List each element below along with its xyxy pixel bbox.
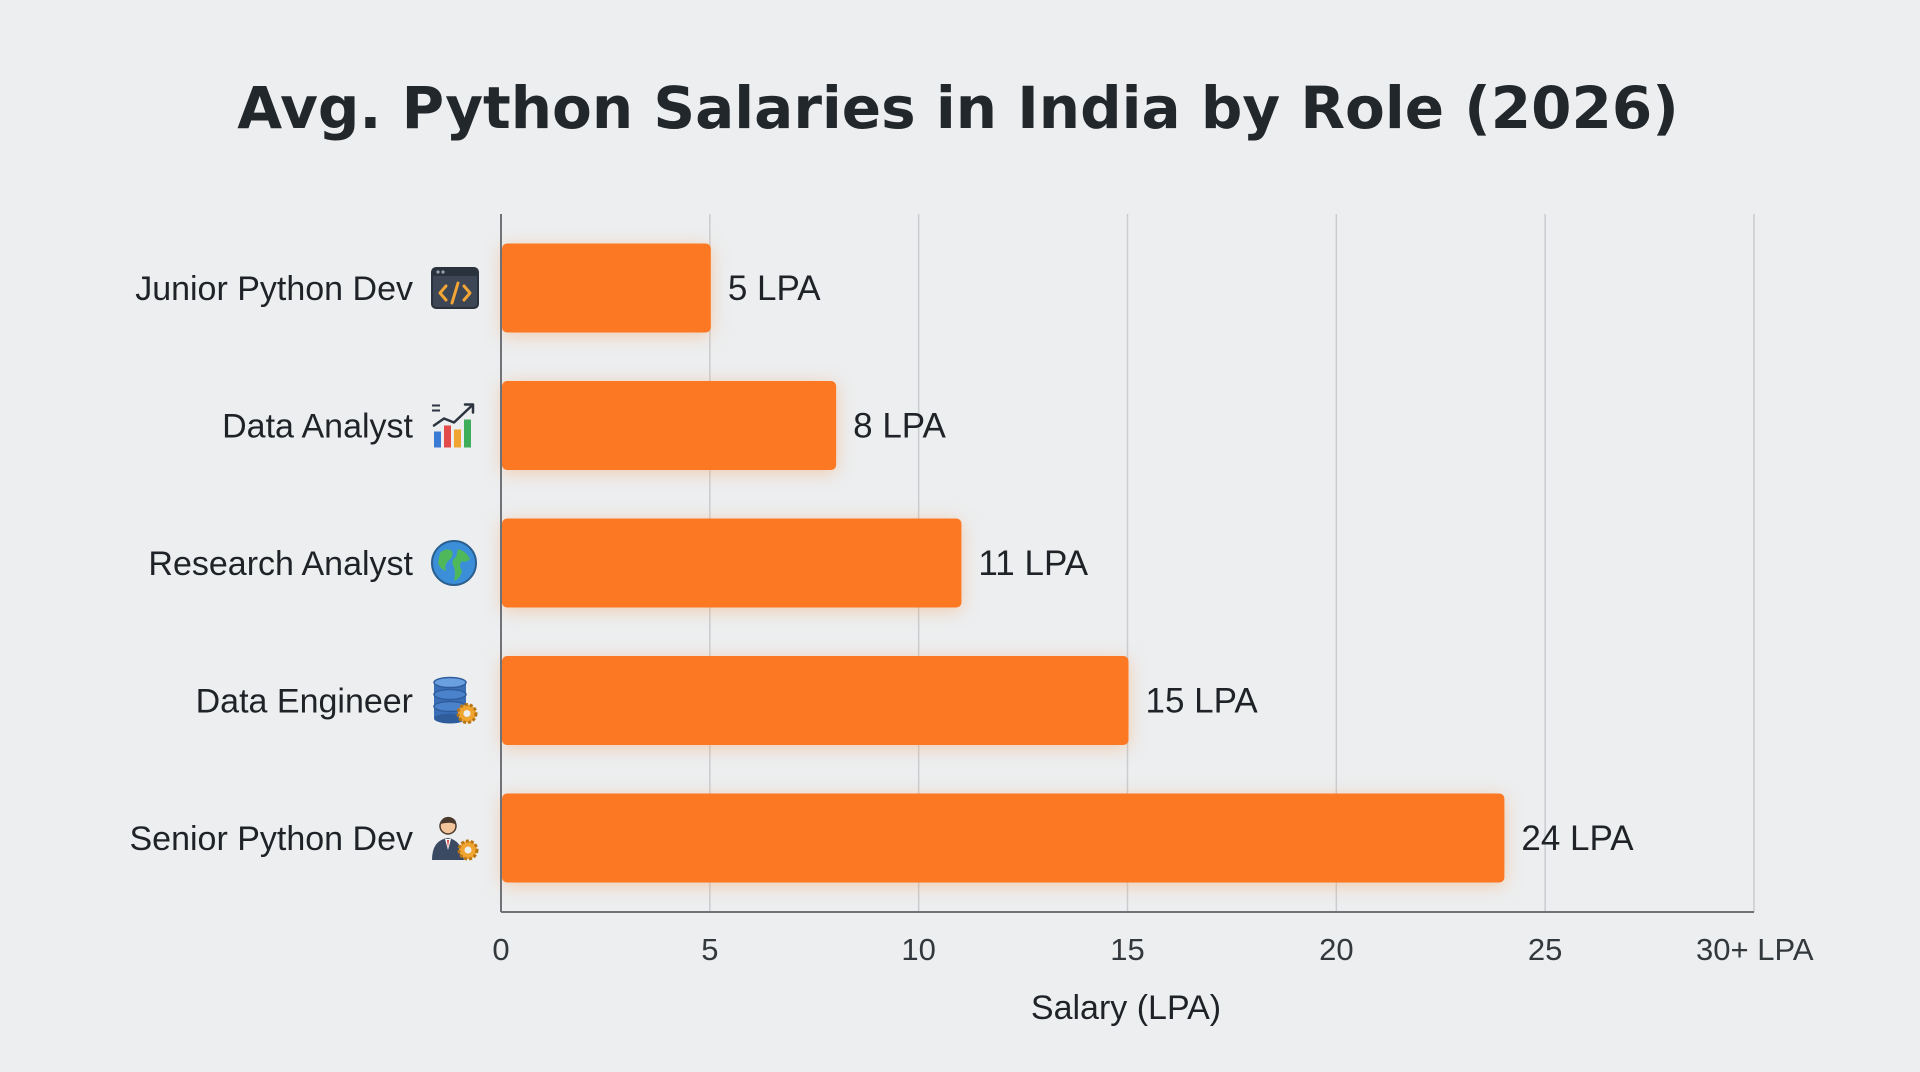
x-tick-label: 30+ LPA	[1696, 932, 1814, 967]
category-label: Junior Python Dev	[135, 270, 413, 308]
value-label: 5 LPA	[728, 269, 821, 308]
x-tick-label: 5	[701, 932, 718, 967]
x-tick-label: 0	[492, 932, 509, 967]
category-label: Research Analyst	[148, 545, 413, 583]
value-label: 24 LPA	[1521, 819, 1634, 858]
chart-title: Avg. Python Salaries in India by Role (2…	[237, 74, 1678, 142]
bar-4	[502, 793, 1505, 883]
bar-2	[502, 518, 962, 608]
code-window-icon	[431, 267, 479, 309]
category-label: Data Engineer	[196, 683, 413, 721]
x-axis-label: Salary (LPA)	[1031, 989, 1221, 1027]
bar-chart-icon	[432, 403, 475, 448]
category-label: Data Analyst	[222, 408, 413, 446]
x-tick-label: 20	[1319, 932, 1353, 967]
x-tick-label: 15	[1110, 932, 1144, 967]
value-label: 11 LPA	[978, 544, 1088, 583]
x-tick-label: 25	[1528, 932, 1562, 967]
bars-group	[502, 243, 1505, 883]
database-gear-icon	[433, 676, 478, 724]
bar-0	[502, 243, 711, 333]
x-tick-label: 10	[901, 932, 935, 967]
globe-icon	[431, 540, 477, 586]
bar-3	[502, 656, 1129, 745]
category-icons	[431, 267, 479, 861]
x-axis-ticks: 0 5 10 15 20 25 30+ LPA	[492, 932, 1813, 967]
person-gear-icon	[432, 816, 479, 861]
category-label: Senior Python Dev	[130, 820, 414, 858]
value-label: 15 LPA	[1146, 682, 1259, 721]
value-label: 8 LPA	[853, 407, 946, 446]
category-labels: 5 LPA Junior Python Dev 8 LPA Data Analyst 1…	[130, 269, 1635, 858]
bar-1	[502, 381, 837, 470]
